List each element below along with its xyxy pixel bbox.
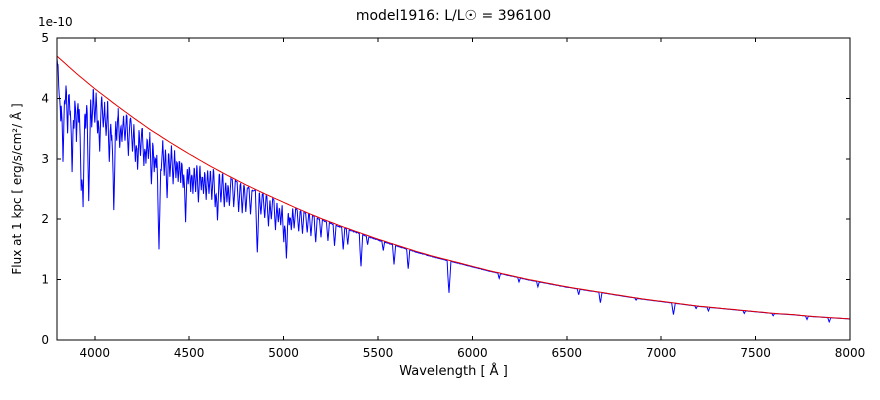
y-tick-label: 5: [41, 31, 49, 45]
spectrum-line: [56, 58, 851, 324]
y-axis-offset-label: 1e-10: [38, 15, 73, 29]
y-tick-label: 4: [41, 91, 49, 105]
x-tick-label: 6500: [552, 346, 583, 360]
x-tick-label: 5500: [363, 346, 394, 360]
x-tick-label: 6000: [457, 346, 488, 360]
x-tick-label: 8000: [835, 346, 866, 360]
continuum-line: [56, 55, 851, 320]
y-tick-label: 2: [41, 212, 49, 226]
x-tick-label: 7500: [740, 346, 771, 360]
x-tick-label: 5000: [268, 346, 299, 360]
x-tick-label: 7000: [646, 346, 677, 360]
x-tick-label: 4500: [174, 346, 205, 360]
y-tick-label: 0: [41, 333, 49, 347]
x-axis-label: Wavelength [ Å ]: [399, 364, 508, 379]
chart-title: model1916: L/L☉ = 396100: [355, 8, 552, 24]
x-tick-label: 4000: [79, 346, 110, 360]
axes-frame: [56, 37, 851, 341]
y-axis-label: Flux at 1 kpc [ erg/s/cm²/ Å ]: [10, 103, 24, 275]
y-tick-label: 3: [41, 152, 49, 166]
y-tick-label: 1: [41, 273, 49, 287]
